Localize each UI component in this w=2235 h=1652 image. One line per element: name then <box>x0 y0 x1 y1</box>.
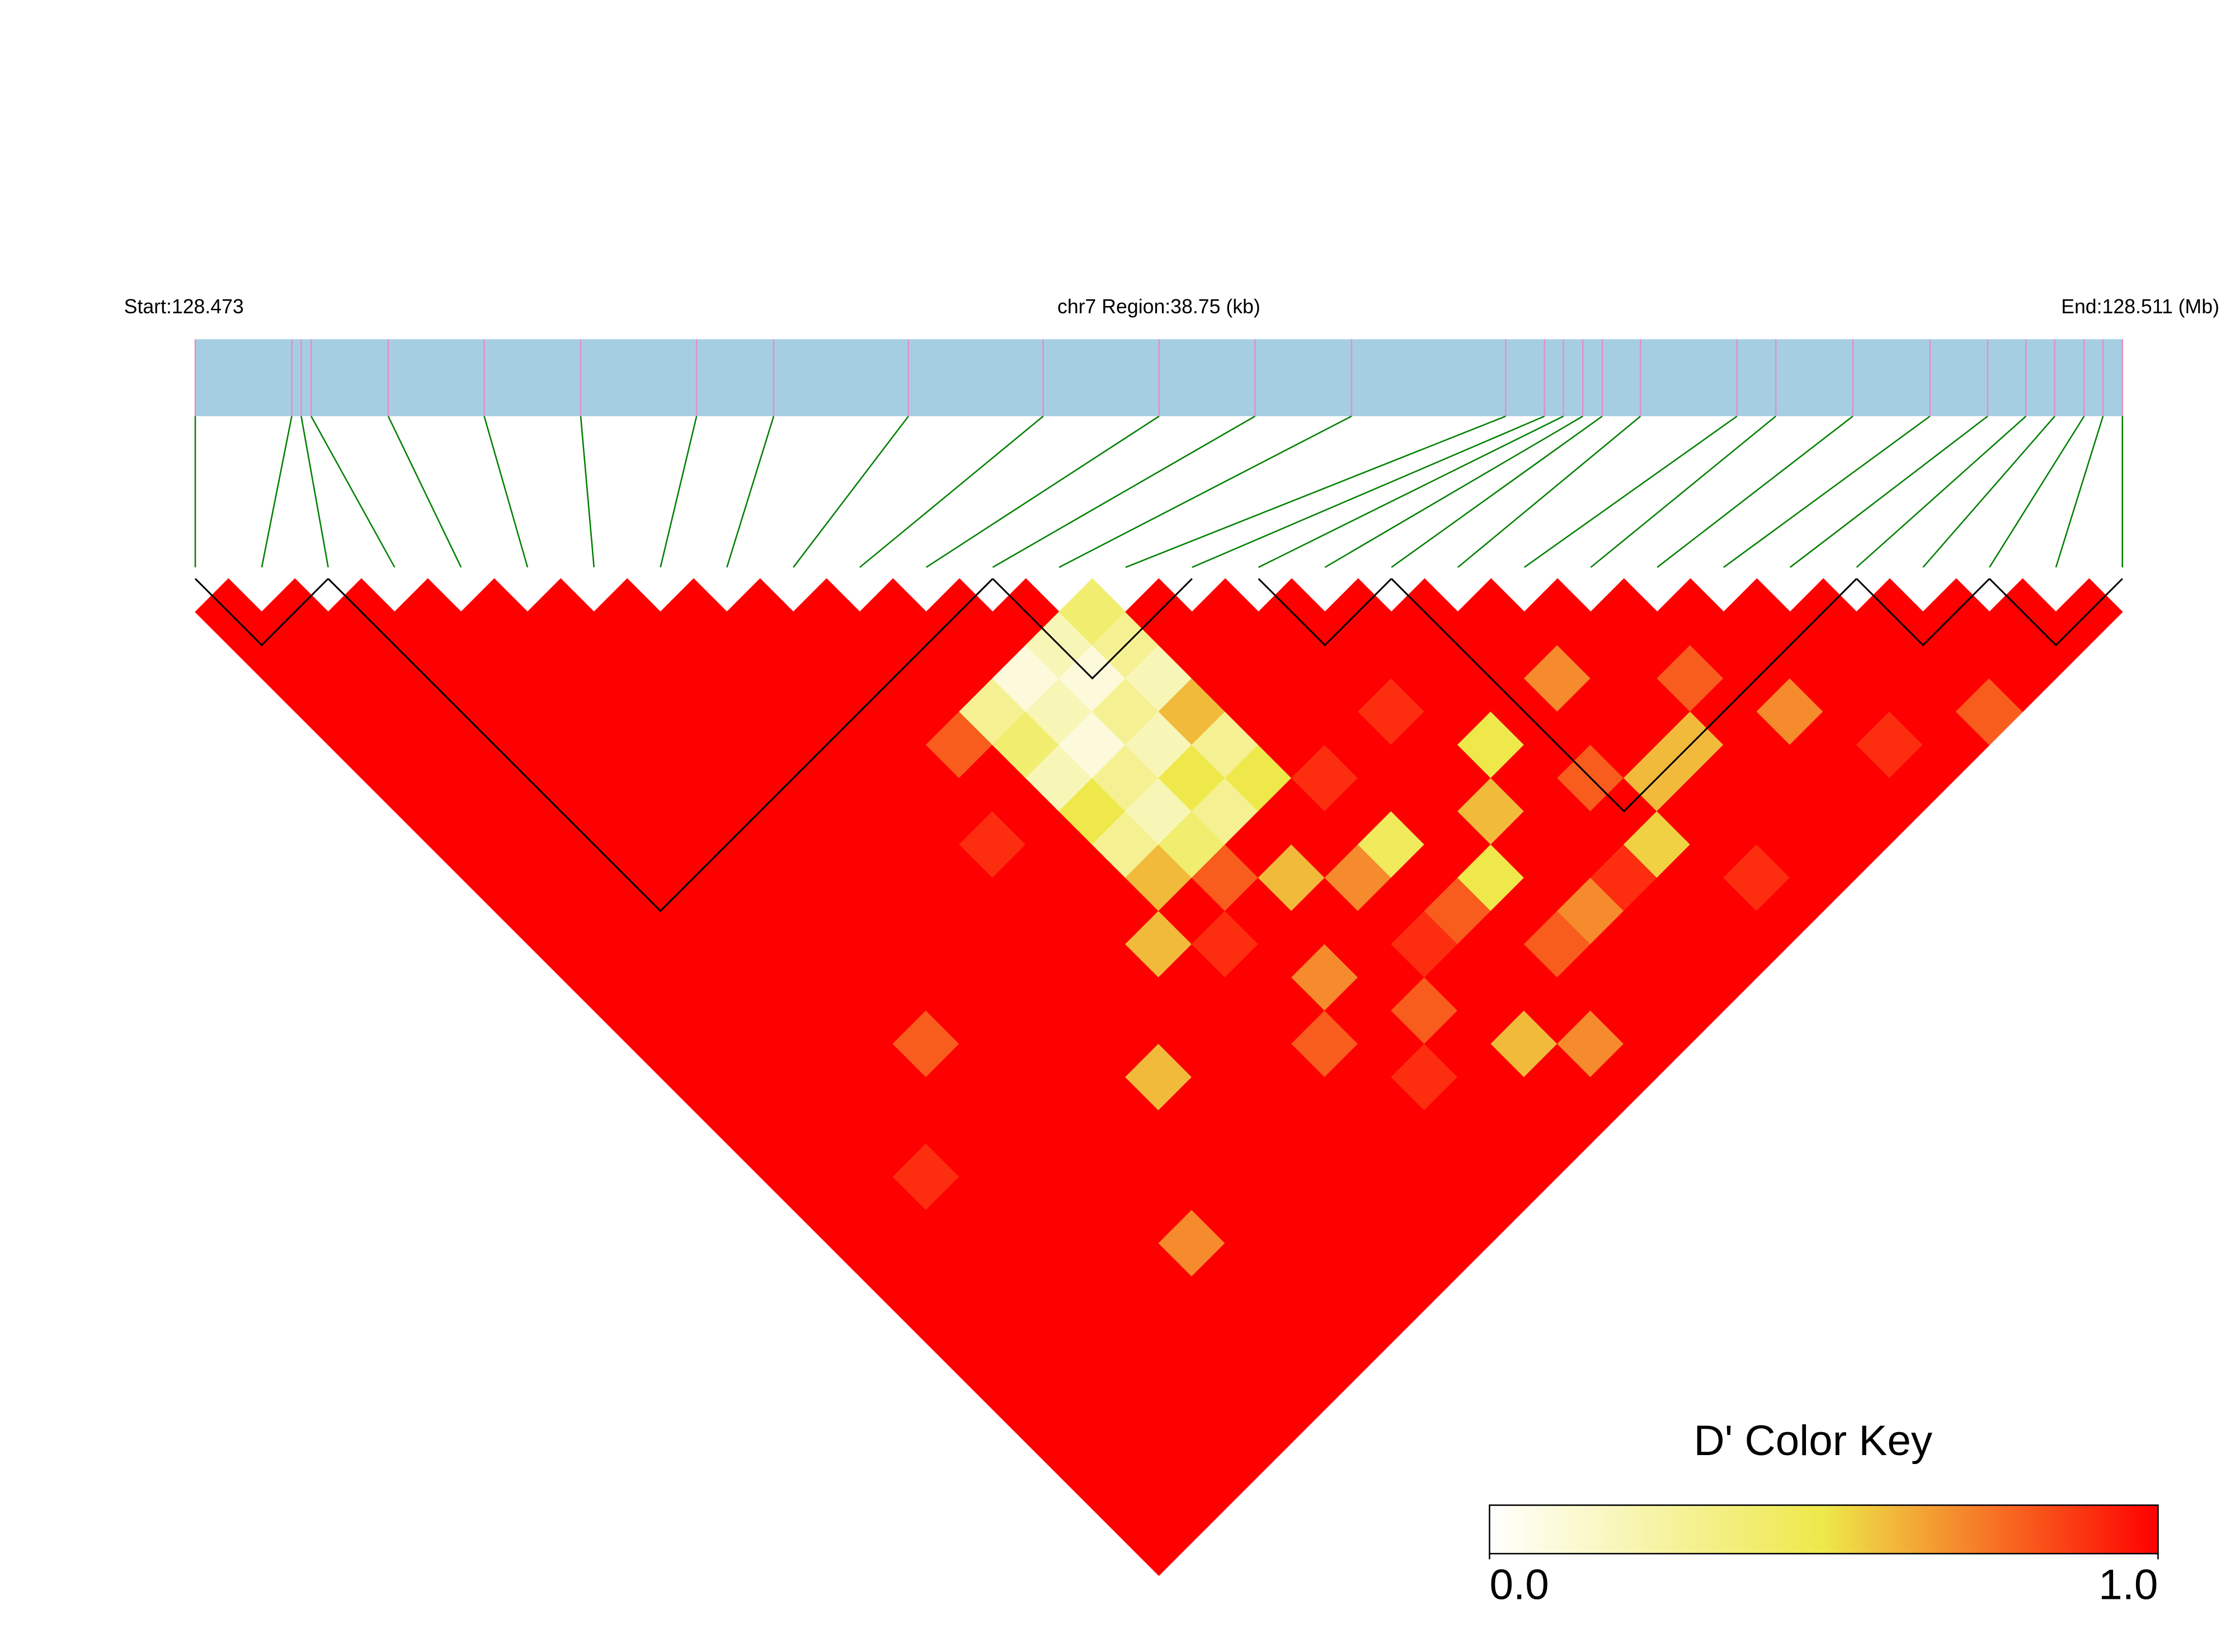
snp-connector <box>387 416 462 568</box>
snp-connector <box>1856 416 2027 568</box>
snp-connector <box>580 416 595 568</box>
snp-connector <box>1058 415 1352 568</box>
snp-connector <box>261 416 293 568</box>
key-tick-label: 0.0 <box>1489 1561 1549 1609</box>
snp-connector <box>1922 416 2055 568</box>
snp-connector <box>310 416 396 568</box>
snp-connector <box>1590 416 1776 568</box>
snp-connector <box>1790 415 1988 568</box>
end-label: End:128.511 (Mb) <box>2061 295 2219 318</box>
snp-connector <box>726 416 775 568</box>
snp-connector <box>925 415 1160 568</box>
ld-block <box>1989 578 2123 647</box>
ld-block <box>1391 578 1857 813</box>
key-title: D' Color Key <box>1694 1417 1933 1465</box>
start-label: Start:128.473 <box>124 295 244 318</box>
snp-connector <box>1324 415 1583 568</box>
ld-block <box>992 578 1193 680</box>
snp-connector <box>793 416 909 568</box>
snp-connector <box>1258 415 1564 568</box>
snp-connector <box>1989 416 2085 568</box>
snp-connector <box>1657 415 1853 568</box>
snp-connector <box>1457 416 1641 568</box>
snp-connector <box>483 416 529 568</box>
snp-connector <box>1192 415 1545 568</box>
ld-block <box>327 578 994 912</box>
snp-connector <box>300 416 329 568</box>
snp-connector <box>1723 415 1931 568</box>
key-tick-label: 1.0 <box>2098 1561 2158 1609</box>
region-label: chr7 Region:38.75 (kb) <box>1057 295 1260 318</box>
ld-block <box>194 578 329 647</box>
snp-connector <box>1391 415 1603 568</box>
snp-connector <box>859 416 1044 568</box>
snp-connector <box>1125 415 1506 568</box>
ld-block <box>1258 578 1392 647</box>
snp-connector <box>992 415 1256 568</box>
color-key <box>1489 1504 2159 1555</box>
snp-connector <box>660 416 698 568</box>
snp-connector <box>2055 416 2104 568</box>
ld-block <box>1856 578 1991 647</box>
snp-connector <box>1523 415 1738 568</box>
